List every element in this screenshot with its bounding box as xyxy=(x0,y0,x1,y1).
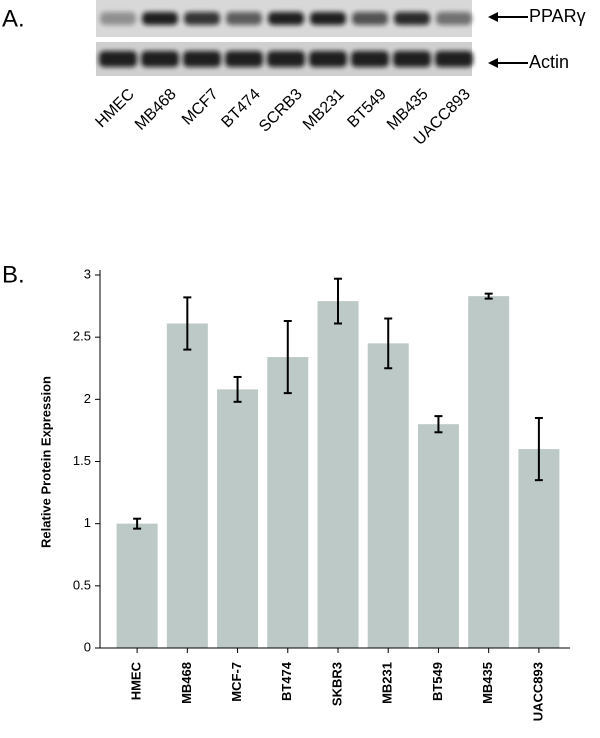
y-tick-label: 2.5 xyxy=(73,329,91,344)
lane-label: MB231 xyxy=(300,86,348,134)
bar xyxy=(317,301,359,648)
lane-label: MB468 xyxy=(132,86,180,134)
band xyxy=(99,51,137,67)
x-tick-label: MB468 xyxy=(179,662,194,704)
bar xyxy=(367,343,409,648)
band xyxy=(225,51,263,67)
bar xyxy=(166,323,208,648)
bar xyxy=(518,449,560,648)
y-tick-label: 3 xyxy=(84,266,91,281)
error-bar xyxy=(183,296,192,351)
x-tick-label: MB231 xyxy=(380,662,395,704)
x-tick-label: BT549 xyxy=(430,662,445,701)
band xyxy=(141,51,179,67)
arrow-head xyxy=(488,12,498,22)
y-axis-label: Relative Protein Expression xyxy=(38,376,53,548)
band-label: PPARγ xyxy=(529,6,586,26)
panel-label: B. xyxy=(2,261,25,288)
band xyxy=(309,51,347,67)
error-bar xyxy=(484,292,493,300)
band xyxy=(184,12,220,25)
band xyxy=(267,51,305,67)
band xyxy=(268,12,304,25)
panel-label: A. xyxy=(2,5,25,32)
band xyxy=(436,12,472,25)
x-tick-label: BT474 xyxy=(279,661,294,701)
band-label: Actin xyxy=(529,52,569,72)
bar xyxy=(267,357,309,648)
band xyxy=(226,12,262,25)
x-tick-label: MCF-7 xyxy=(229,662,244,702)
band xyxy=(393,51,431,67)
lane-label: HMEC xyxy=(92,86,137,131)
lane-label: MCF7 xyxy=(179,86,222,129)
band xyxy=(435,51,473,67)
band xyxy=(142,12,178,25)
lane-label: BT549 xyxy=(344,86,389,131)
y-tick-label: 1.5 xyxy=(73,453,91,468)
error-bar xyxy=(334,277,342,325)
error-bar xyxy=(434,415,443,434)
x-tick-label: SKBR3 xyxy=(329,662,344,706)
y-tick-label: 2 xyxy=(84,391,91,406)
bar xyxy=(116,523,158,648)
bar xyxy=(217,389,259,648)
error-bar xyxy=(283,320,292,395)
y-tick-label: 0.5 xyxy=(73,577,91,592)
bar xyxy=(468,296,510,648)
x-tick-label: MB435 xyxy=(480,662,495,704)
arrow-head xyxy=(488,58,498,68)
blot-bands xyxy=(99,12,473,67)
x-tick-label: HMEC xyxy=(129,661,144,700)
y-tick-label: 1 xyxy=(84,515,91,530)
error-bar xyxy=(384,317,393,370)
y-tick-label: 0 xyxy=(84,639,91,654)
band xyxy=(183,51,221,67)
x-tick-label: UACC893 xyxy=(530,662,545,721)
band xyxy=(100,12,136,25)
band xyxy=(352,12,388,25)
error-bar xyxy=(133,517,142,530)
error-bar xyxy=(534,416,543,482)
band xyxy=(310,12,346,25)
band xyxy=(394,12,430,25)
error-bar xyxy=(233,375,242,403)
bar xyxy=(417,424,459,648)
band xyxy=(351,51,389,67)
lane-label: SCRB3 xyxy=(256,86,306,136)
